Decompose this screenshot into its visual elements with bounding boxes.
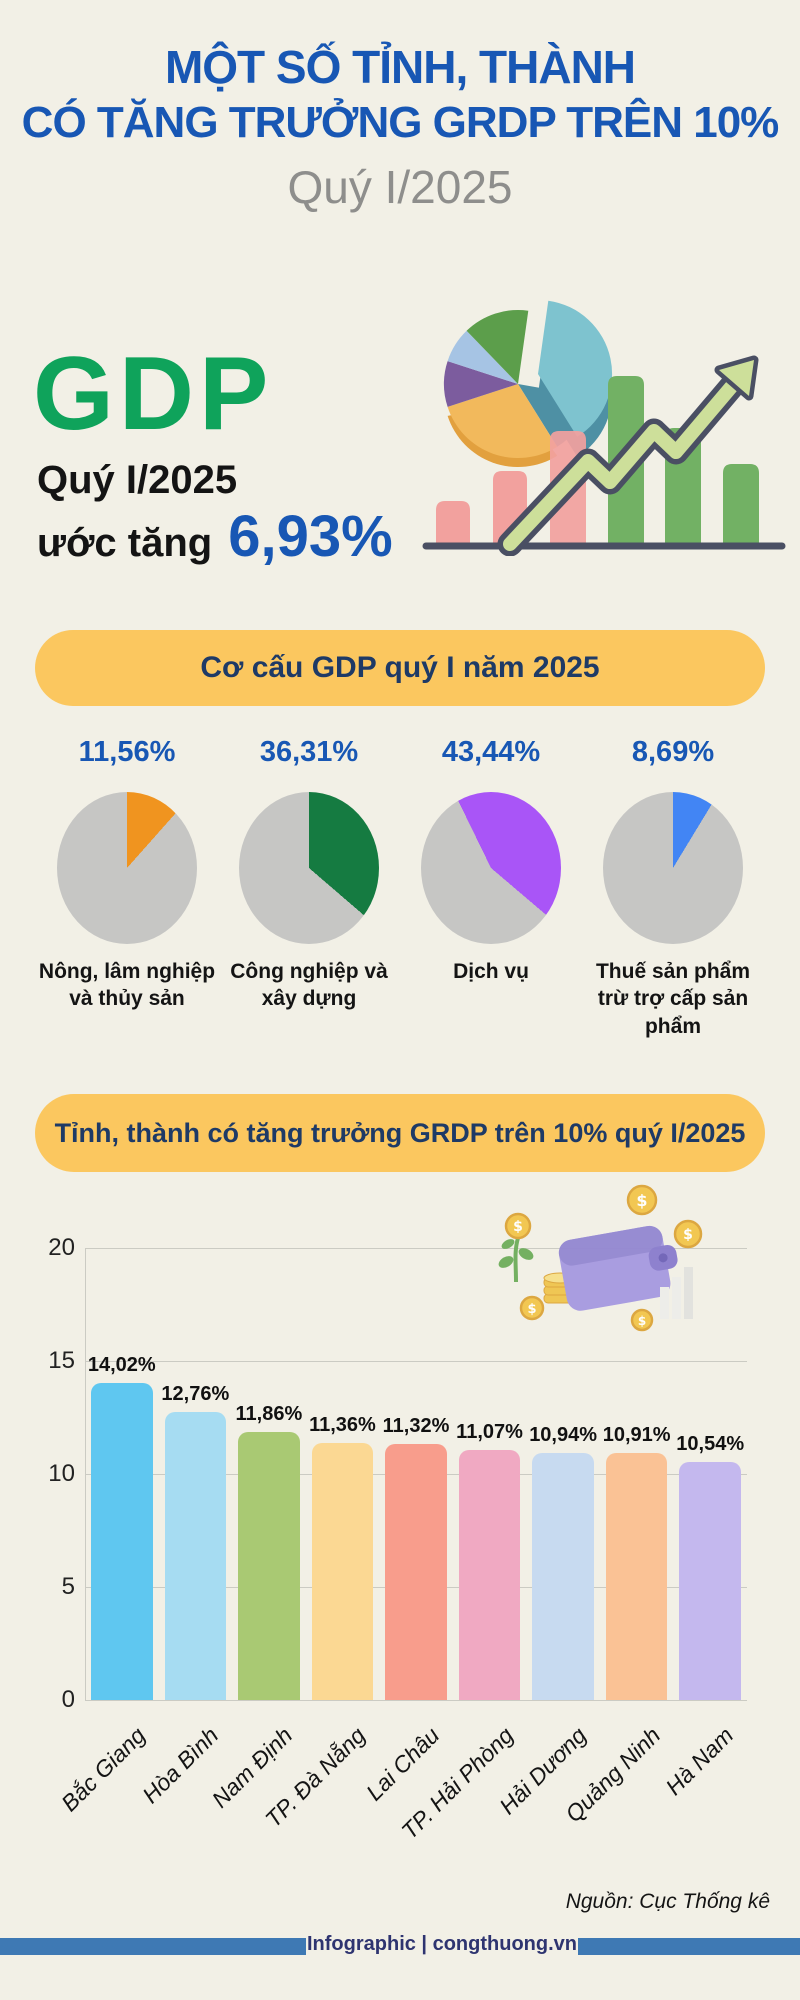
y-axis-label: 5 — [61, 1573, 75, 1600]
structure-pie-chart — [57, 792, 197, 944]
bar-pink-1 — [436, 501, 470, 544]
x-axis-label: TP. Hải Phòng — [395, 1722, 518, 1845]
gridline — [85, 1700, 747, 1701]
bar-value-label: 14,02% — [87, 1354, 156, 1377]
bar-value-label: 12,76% — [161, 1382, 230, 1405]
structure-pie-item: 36,31% Công nghiệp và xây dựng — [218, 736, 400, 1040]
dollar-icon: $ — [683, 1227, 693, 1243]
plant-leaf — [498, 1256, 514, 1268]
dollar-icon: $ — [638, 1314, 646, 1328]
bar-value-label: 11,36% — [309, 1414, 376, 1437]
x-axis-label: Quảng Ninh — [559, 1722, 666, 1828]
gridline — [85, 1248, 747, 1249]
gdp-growth-prefix: ước tăng — [37, 521, 213, 565]
structure-pie-label: Thuế sản phẩm trừ trợ cấp sản phẩm — [595, 960, 751, 1038]
dollar-icon: $ — [513, 1219, 523, 1235]
source-credit: Nguồn: Cục Thống kê — [565, 1890, 770, 1913]
bar-value-label: 11,32% — [382, 1415, 450, 1438]
y-axis-label: 0 — [61, 1686, 75, 1713]
bar-value-label: 11,07% — [456, 1420, 523, 1443]
x-axis-label: Hòa Bình — [137, 1722, 224, 1809]
bar-Lai Châu — [385, 1444, 447, 1700]
pie-slice-purple — [443, 361, 518, 407]
structure-pie-item: 11,56% Nông, lâm nghiệp và thủy sản — [36, 736, 218, 1040]
structure-pie-label: Công nghiệp và xây dựng — [230, 960, 388, 1011]
wallet — [558, 1225, 678, 1311]
bar-Quảng Ninh — [605, 1453, 668, 1700]
grdp-bar-chart: 0 5 10 15 20 14,02% Bắc Giang 12,76% Hòa Bình 11,… — [35, 1230, 775, 1850]
structure-pie-value: 8,69% — [631, 736, 715, 768]
bar-Bắc Giang — [91, 1383, 153, 1700]
bar-Hà Nam — [679, 1461, 741, 1700]
plant-stem — [513, 1237, 520, 1283]
structure-banner: Cơ cấu GDP quý I năm 2025 — [35, 630, 765, 706]
structure-pie-value: 36,31% — [259, 736, 359, 768]
pie-slice-teal-exploded — [538, 300, 613, 437]
gdp-growth: ước tăng 6,93% — [37, 503, 393, 570]
y-axis-line — [85, 1248, 86, 1700]
x-axis-label: Hà Nam — [660, 1722, 739, 1801]
footer-credit: Infographic | congthuong.vn — [306, 1933, 577, 1955]
structure-pie-value: 11,56% — [78, 736, 176, 768]
structure-pie-chart — [421, 792, 561, 944]
plant-leaf — [518, 1248, 534, 1260]
arrow-body — [503, 379, 739, 551]
bar-value-label: 10,91% — [602, 1424, 671, 1447]
bar-green-3 — [723, 464, 759, 544]
structure-pie-value: 43,44% — [441, 736, 541, 768]
grdp-banner-label: Tỉnh, thành có tăng trưởng GRDP trên 10%… — [54, 1117, 746, 1148]
structure-pie-chart — [603, 792, 743, 944]
pie-slice-green — [466, 309, 529, 384]
bar-Nam Định — [238, 1431, 300, 1700]
plant-leaf — [501, 1239, 515, 1249]
bar-TP. Hải Phòng — [458, 1449, 521, 1700]
structure-pie-item: 8,69% Thuế sản phẩm trừ trợ cấp sản phẩm — [582, 736, 764, 1040]
bar-Hải Dương — [532, 1452, 594, 1700]
dollar-icon: $ — [527, 1302, 536, 1317]
gdp-period: Quý I/2025 — [37, 458, 238, 502]
y-axis-label: 20 — [48, 1234, 75, 1261]
pie-slice-orange — [447, 384, 558, 459]
bar-TP. Đà Nẵng — [311, 1443, 374, 1700]
mini-bars — [660, 1267, 693, 1319]
bar-value-label: 10,94% — [529, 1423, 598, 1446]
bar-value-label: 11,86% — [235, 1402, 303, 1425]
arrow-head-fill — [719, 360, 754, 396]
structure-pie-item: 43,44% Dịch vụ — [400, 736, 582, 1040]
x-axis-label: Nam Định — [206, 1722, 298, 1813]
x-axis-label: TP. Đà Nẵng — [260, 1722, 371, 1833]
x-axis-label: Bắc Giang — [55, 1722, 151, 1817]
gdp-heading: GDP — [33, 336, 274, 452]
structure-pie-chart — [239, 792, 379, 944]
y-axis-label: 10 — [48, 1460, 75, 1487]
page-subtitle: Quý I/2025 — [287, 161, 513, 213]
x-axis-label: Lai Châu — [360, 1722, 445, 1806]
dollar-icon: $ — [636, 1191, 647, 1210]
wallet-illustration: $ $ $ $ $ — [498, 1184, 703, 1332]
structure-banner-label: Cơ cấu GDP quý I năm 2025 — [200, 651, 600, 684]
footer-bar-left — [0, 1938, 306, 1955]
footer-bar-right — [578, 1938, 800, 1955]
y-axis-label: 15 — [48, 1347, 75, 1374]
structure-pies: 11,56% Nông, lâm nghiệp và thủy sản 36,31%… — [36, 736, 764, 1040]
growth-chart-illustration — [422, 300, 786, 556]
structure-pie-label: Dịch vụ — [453, 960, 529, 983]
dollar-coins: $ $ $ $ $ — [504, 1184, 703, 1332]
grdp-banner: Tỉnh, thành có tăng trưởng GRDP trên 10%… — [35, 1094, 765, 1172]
bar-Hòa Bình — [164, 1411, 227, 1700]
structure-pie-label: Nông, lâm nghiệp và thủy sản — [38, 960, 216, 1011]
gdp-growth-value: 6,93% — [228, 504, 393, 569]
x-axis-label: Hải Dương — [494, 1722, 592, 1820]
page-title-line2: CÓ TĂNG TRƯỞNG GRDP TRÊN 10% — [21, 98, 780, 147]
gridline — [85, 1361, 747, 1362]
page-title-line1: MỘT SỐ TỈNH, THÀNH — [164, 41, 636, 93]
pie-slice-lightblue — [447, 330, 518, 384]
bar-value-label: 10,54% — [676, 1432, 745, 1455]
